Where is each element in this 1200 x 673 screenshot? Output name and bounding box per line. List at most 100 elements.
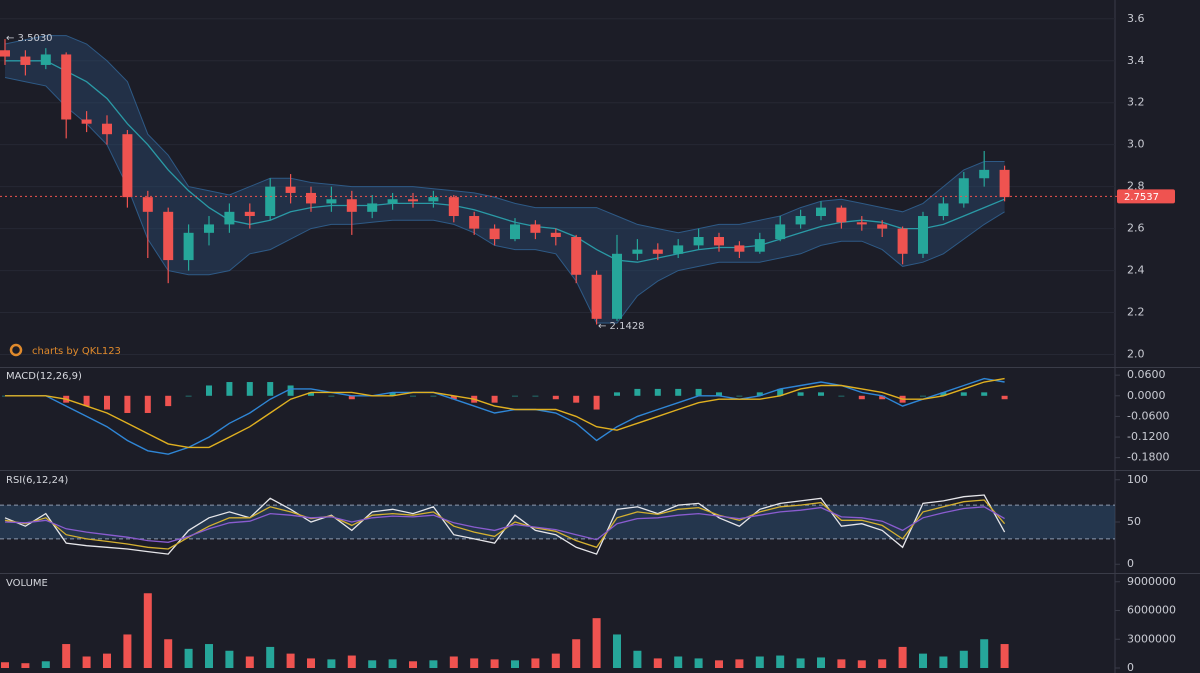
candle-body [979, 169, 990, 179]
candle-body [795, 216, 806, 225]
y-tick-label: -0.1800 [1127, 451, 1169, 464]
macd-histogram-bar [593, 395, 600, 410]
volume-bar [653, 658, 662, 668]
macd-histogram-bar [920, 395, 926, 397]
volume-bar [857, 660, 866, 668]
volume-bar [490, 659, 499, 668]
candle-body [285, 186, 296, 193]
candle-body [550, 232, 561, 238]
candle-body [612, 253, 622, 319]
macd-histogram-bar [491, 395, 498, 403]
volume-bar [225, 650, 234, 668]
volume-bar [286, 653, 295, 668]
macd-histogram-bar [430, 395, 437, 397]
candle-body [183, 232, 194, 261]
volume-bar [388, 659, 397, 668]
bollinger-middle [5, 60, 1005, 263]
volume-bar [62, 644, 71, 668]
candle-body [734, 245, 745, 252]
y-tick-label: 3.2 [1127, 96, 1145, 109]
watermark: charts by QKL123 [32, 346, 121, 357]
y-tick-label: 0 [1127, 661, 1134, 673]
macd-histogram-bar [838, 395, 845, 397]
candle-body [81, 119, 92, 124]
rsi-band [0, 505, 1115, 539]
volume-bar [307, 658, 315, 668]
macd-histogram-bar [654, 388, 661, 396]
volume-bar [633, 650, 642, 668]
macd-histogram-bar [410, 395, 416, 397]
y-tick-label: 2.6 [1127, 222, 1145, 235]
volume-bar [694, 658, 703, 668]
volume-bar [470, 658, 479, 668]
candle-body [20, 56, 31, 65]
y-tick-label: 2.4 [1127, 264, 1145, 277]
macd-histogram-bar [246, 382, 253, 396]
macd-histogram-bar [450, 395, 457, 400]
volume-bar [123, 634, 132, 668]
macd-histogram-bar [1001, 395, 1008, 400]
volume-bar [266, 646, 275, 668]
candle-body [326, 199, 337, 204]
candle-body [0, 50, 10, 57]
volume-bar [592, 618, 601, 668]
candle-body [61, 54, 72, 120]
candle-body [938, 203, 949, 217]
volume-bar [959, 650, 968, 668]
macd-histogram-bar [858, 395, 865, 400]
macd-histogram-bar [226, 382, 233, 396]
macd-histogram-bar [206, 385, 212, 396]
candle-body [367, 203, 378, 212]
macd-histogram-bar [573, 395, 580, 403]
candle-body [489, 228, 500, 240]
candle-body [775, 224, 786, 240]
macd-histogram-bar [940, 392, 947, 396]
candle-body [693, 237, 704, 246]
macd-histogram-bar [797, 392, 804, 396]
volume-bar [837, 659, 846, 668]
volume-bar [184, 648, 193, 668]
rsi-line [4, 506, 1005, 543]
volume-bar [878, 659, 887, 668]
macd-histogram-bar [348, 395, 355, 400]
volume-bar [41, 661, 50, 668]
macd-histogram-bar [981, 392, 988, 396]
volume-bar [205, 644, 213, 668]
candle-body [510, 224, 520, 240]
last-price-tag [1117, 189, 1175, 204]
candle-body [142, 197, 153, 212]
candle-body [224, 211, 235, 225]
last-price-label: 2.7537 [1124, 192, 1159, 203]
candle-body [530, 224, 541, 233]
candle-body [163, 211, 174, 261]
candle-body [204, 224, 214, 233]
volume-bar [1000, 644, 1009, 668]
candle-body [40, 54, 51, 65]
candle-body [306, 192, 316, 204]
macd-histogram-bar [736, 395, 743, 397]
y-tick-label: 0 [1127, 557, 1134, 570]
candle-body [244, 211, 255, 217]
volume-bar [919, 653, 927, 668]
macd-histogram-bar [185, 395, 192, 397]
volume-bar [817, 657, 825, 668]
candle-body [122, 134, 133, 198]
volume-bar [245, 656, 254, 668]
macd-histogram-bar [124, 395, 131, 413]
volume-bar [572, 639, 581, 668]
rsi-line [4, 499, 1006, 550]
macd-histogram-bar [83, 395, 90, 407]
bollinger-upper [4, 35, 1005, 234]
volume-bar [409, 661, 417, 668]
candle-body [469, 216, 480, 229]
candle-body [958, 178, 969, 204]
volume-bar [715, 660, 723, 668]
macd-histogram-bar [960, 392, 967, 396]
y-tick-label: 3000000 [1127, 632, 1176, 645]
watermark-icon [9, 343, 23, 357]
pane-title: MACD(12,26,9) [6, 371, 82, 382]
macd-histogram-bar [695, 388, 702, 396]
